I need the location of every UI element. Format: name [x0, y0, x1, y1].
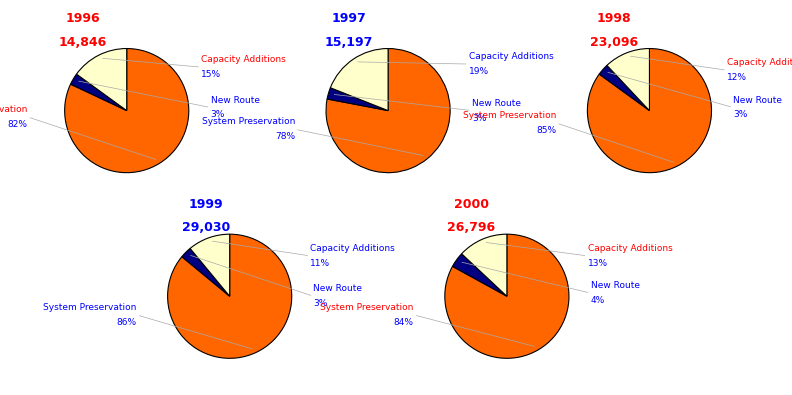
Text: 19%: 19% — [469, 67, 489, 76]
Text: System Preservation: System Preservation — [0, 105, 28, 114]
Text: 84%: 84% — [394, 318, 413, 327]
Wedge shape — [588, 49, 711, 173]
Text: 78%: 78% — [275, 132, 295, 141]
Text: 1998: 1998 — [596, 12, 631, 25]
Wedge shape — [168, 234, 291, 358]
Text: 85%: 85% — [536, 126, 556, 135]
Text: 2000: 2000 — [454, 198, 489, 211]
Text: 4%: 4% — [591, 296, 605, 305]
Wedge shape — [462, 234, 507, 296]
Text: 1997: 1997 — [331, 12, 366, 25]
Wedge shape — [65, 49, 188, 173]
Text: 86%: 86% — [116, 318, 136, 327]
Text: New Route: New Route — [591, 281, 640, 290]
Text: Capacity Additions: Capacity Additions — [588, 244, 672, 253]
Text: 12%: 12% — [727, 73, 747, 82]
Wedge shape — [326, 49, 450, 173]
Text: New Route: New Route — [472, 99, 521, 108]
Text: 82%: 82% — [7, 120, 28, 129]
Text: New Route: New Route — [211, 96, 260, 105]
Text: 3%: 3% — [211, 111, 225, 119]
Text: Capacity Additions: Capacity Additions — [310, 244, 395, 253]
Text: 15,197: 15,197 — [324, 36, 373, 49]
Text: System Preservation: System Preservation — [321, 303, 413, 312]
Text: 1999: 1999 — [188, 198, 223, 211]
Text: System Preservation: System Preservation — [202, 117, 295, 126]
Text: 26,796: 26,796 — [447, 221, 495, 234]
Text: 15%: 15% — [201, 70, 221, 79]
Wedge shape — [452, 254, 507, 296]
Text: 3%: 3% — [472, 113, 486, 122]
Text: 1996: 1996 — [66, 12, 101, 25]
Text: System Preservation: System Preservation — [463, 111, 556, 120]
Wedge shape — [327, 88, 388, 111]
Wedge shape — [330, 49, 388, 111]
Wedge shape — [600, 65, 649, 111]
Text: 14,846: 14,846 — [59, 36, 107, 49]
Wedge shape — [77, 49, 127, 111]
Wedge shape — [70, 74, 127, 111]
Text: 11%: 11% — [310, 259, 330, 268]
Text: New Route: New Route — [314, 284, 363, 293]
Text: 3%: 3% — [733, 111, 748, 119]
Text: 13%: 13% — [588, 259, 607, 268]
Text: Capacity Additions: Capacity Additions — [201, 55, 286, 64]
Text: System Preservation: System Preservation — [44, 303, 136, 312]
Text: 23,096: 23,096 — [590, 36, 638, 49]
Text: Capacity Additions: Capacity Additions — [727, 58, 792, 67]
Wedge shape — [607, 49, 649, 111]
Text: 29,030: 29,030 — [182, 221, 230, 234]
Text: New Route: New Route — [733, 96, 782, 105]
Wedge shape — [190, 234, 230, 296]
Wedge shape — [445, 234, 569, 358]
Wedge shape — [182, 248, 230, 296]
Text: 3%: 3% — [314, 299, 328, 308]
Text: Capacity Additions: Capacity Additions — [469, 52, 554, 61]
